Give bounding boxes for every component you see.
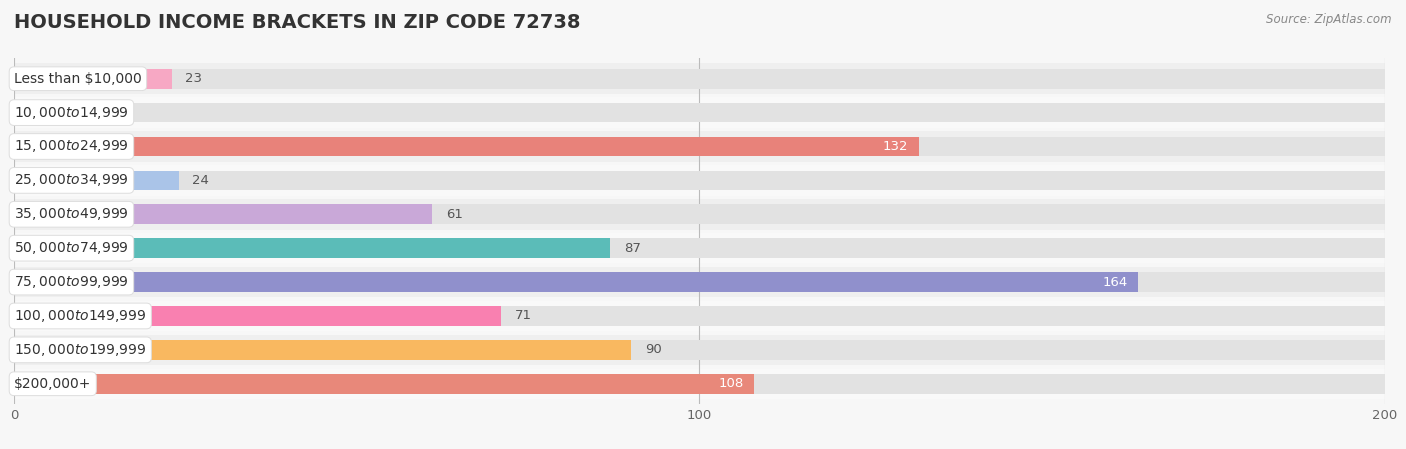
Bar bbox=[14, 238, 1385, 258]
Bar bbox=[14, 63, 1385, 94]
Text: 0: 0 bbox=[28, 106, 37, 119]
Bar bbox=[14, 340, 1385, 360]
Text: HOUSEHOLD INCOME BRACKETS IN ZIP CODE 72738: HOUSEHOLD INCOME BRACKETS IN ZIP CODE 72… bbox=[14, 13, 581, 32]
Bar bbox=[14, 103, 1385, 123]
Bar bbox=[14, 369, 1385, 399]
Text: $10,000 to $14,999: $10,000 to $14,999 bbox=[14, 105, 129, 121]
Text: $75,000 to $99,999: $75,000 to $99,999 bbox=[14, 274, 129, 290]
Text: $200,000+: $200,000+ bbox=[14, 377, 91, 391]
Bar bbox=[14, 374, 1385, 394]
Bar bbox=[14, 204, 1385, 224]
Bar bbox=[14, 136, 1385, 156]
Bar bbox=[14, 171, 179, 190]
Bar bbox=[14, 136, 920, 156]
Text: $25,000 to $34,999: $25,000 to $34,999 bbox=[14, 172, 129, 189]
Text: 71: 71 bbox=[515, 309, 531, 322]
Text: 90: 90 bbox=[644, 343, 661, 357]
Text: 164: 164 bbox=[1102, 276, 1128, 289]
Text: $35,000 to $49,999: $35,000 to $49,999 bbox=[14, 206, 129, 222]
Bar bbox=[14, 374, 754, 394]
Text: 61: 61 bbox=[446, 208, 463, 221]
Bar bbox=[14, 272, 1385, 292]
Bar bbox=[14, 233, 1385, 264]
Bar bbox=[14, 69, 172, 88]
Bar bbox=[14, 272, 1139, 292]
Bar bbox=[14, 267, 1385, 297]
Text: Source: ZipAtlas.com: Source: ZipAtlas.com bbox=[1267, 13, 1392, 26]
Bar bbox=[14, 131, 1385, 162]
Bar bbox=[14, 69, 1385, 88]
Text: 108: 108 bbox=[718, 377, 744, 390]
Bar bbox=[14, 97, 1385, 128]
Bar bbox=[14, 301, 1385, 331]
Bar bbox=[14, 340, 631, 360]
Bar bbox=[14, 171, 1385, 190]
Bar bbox=[14, 204, 432, 224]
Text: 23: 23 bbox=[186, 72, 202, 85]
Text: 24: 24 bbox=[193, 174, 209, 187]
Text: $15,000 to $24,999: $15,000 to $24,999 bbox=[14, 138, 129, 154]
Text: Less than $10,000: Less than $10,000 bbox=[14, 72, 142, 86]
Bar bbox=[14, 306, 501, 326]
Text: 132: 132 bbox=[883, 140, 908, 153]
Text: $100,000 to $149,999: $100,000 to $149,999 bbox=[14, 308, 146, 324]
Text: 87: 87 bbox=[624, 242, 641, 255]
Bar bbox=[14, 238, 610, 258]
Bar bbox=[14, 199, 1385, 229]
Bar bbox=[14, 335, 1385, 365]
Text: $50,000 to $74,999: $50,000 to $74,999 bbox=[14, 240, 129, 256]
Bar bbox=[14, 165, 1385, 196]
Text: $150,000 to $199,999: $150,000 to $199,999 bbox=[14, 342, 146, 358]
Bar bbox=[14, 306, 1385, 326]
